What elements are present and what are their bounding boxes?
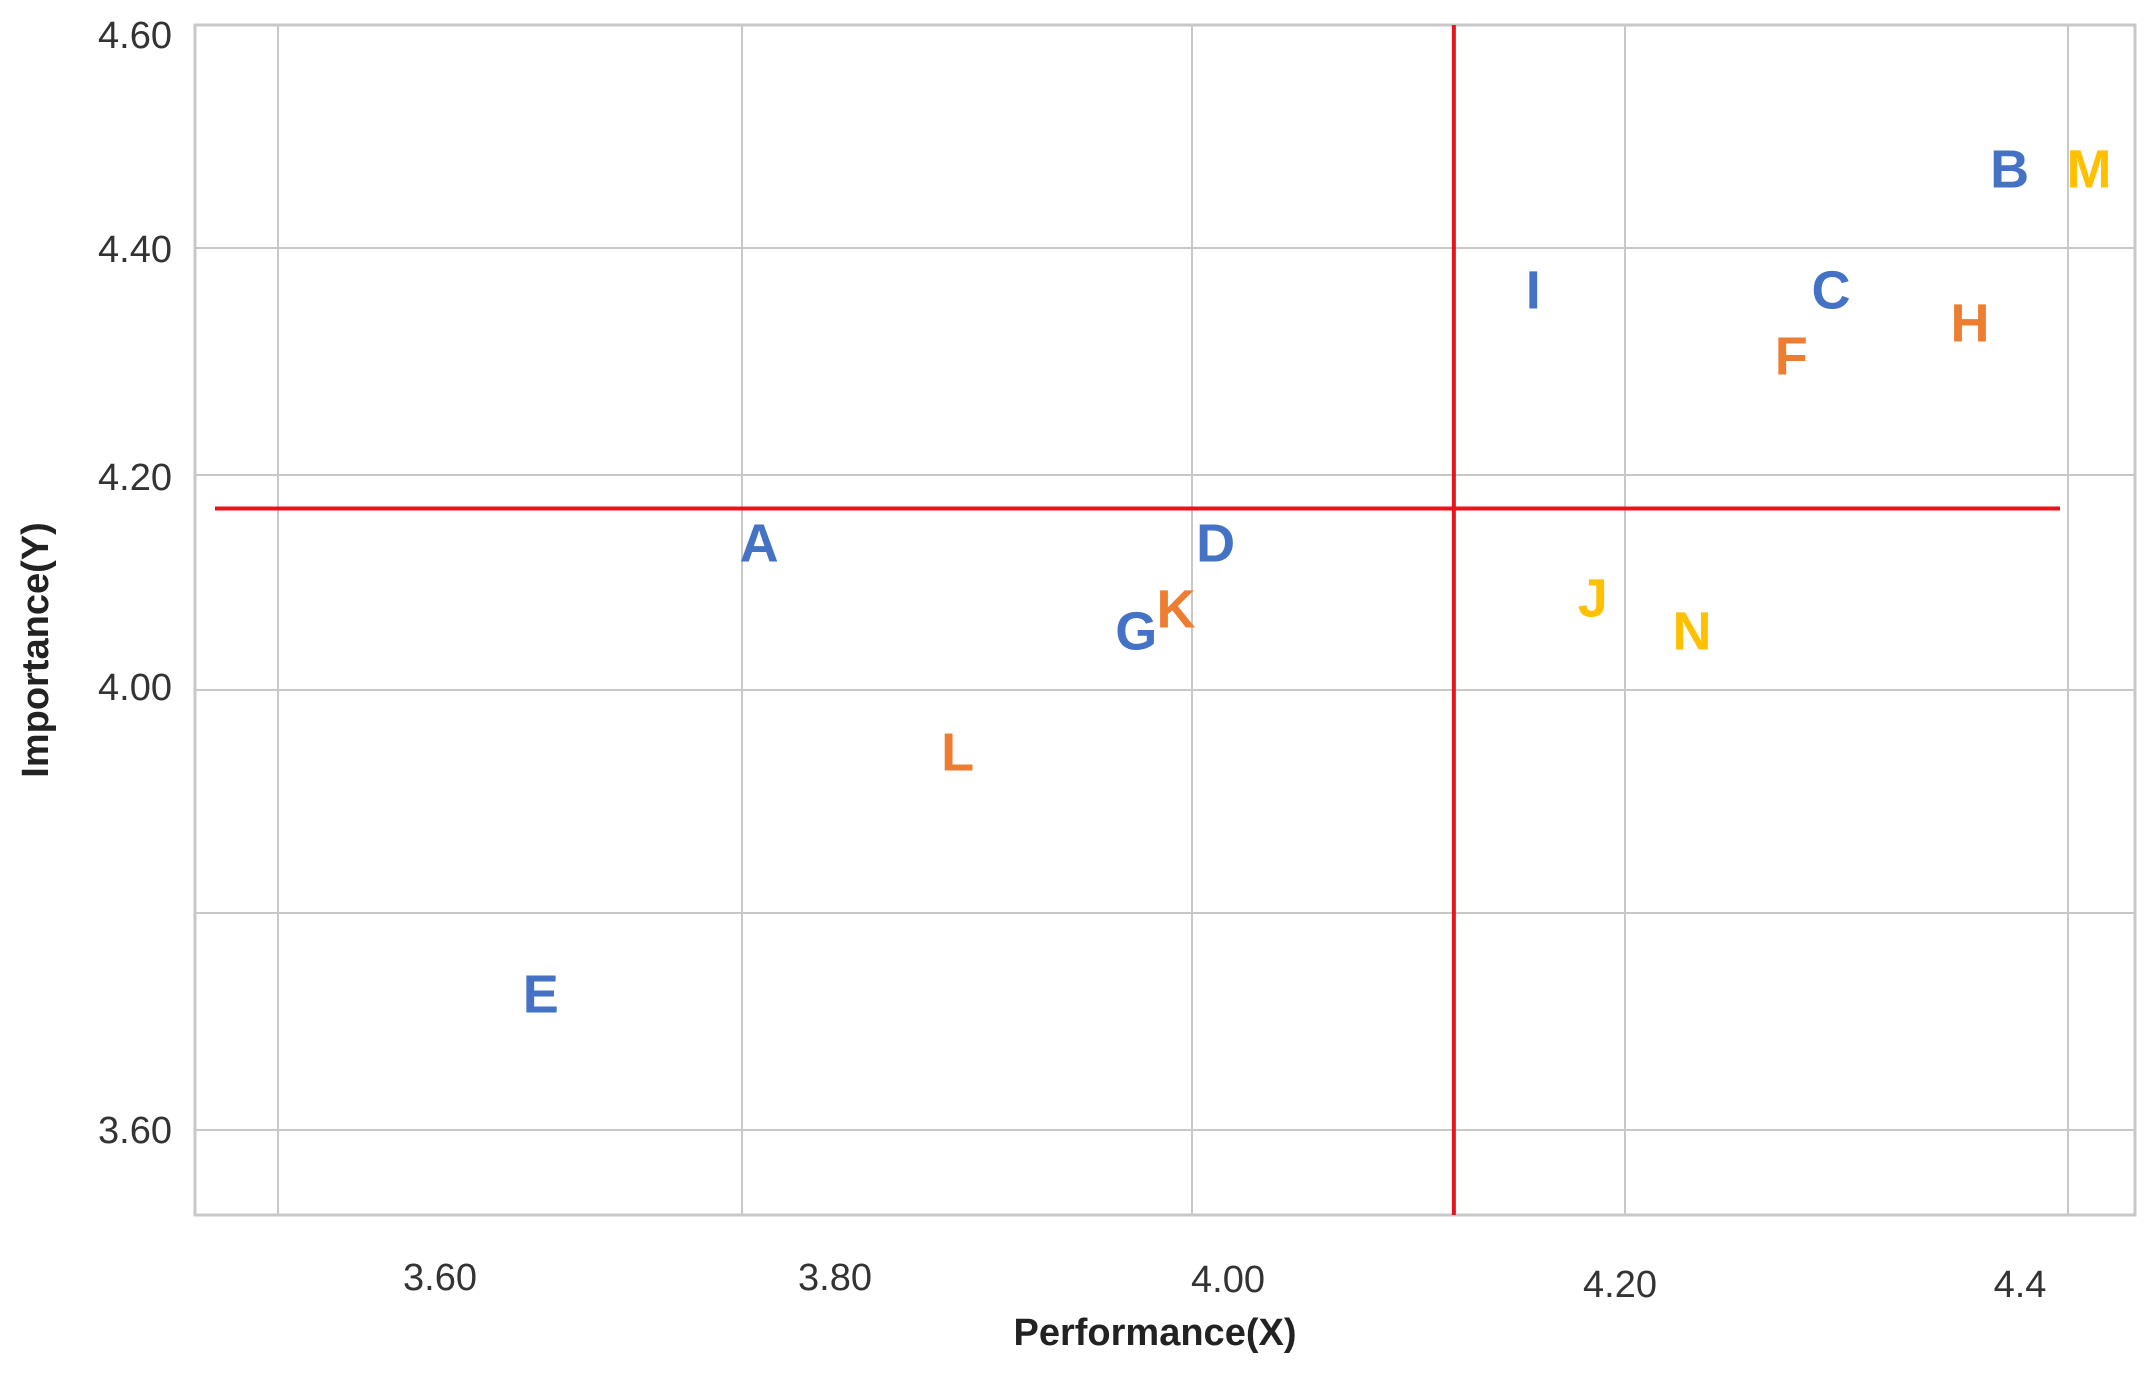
point-a: A: [740, 513, 779, 573]
x-axis-title: Performance(X): [1014, 1312, 1297, 1354]
point-h: H: [1950, 293, 1989, 353]
point-m: M: [2067, 139, 2112, 199]
point-e: E: [523, 964, 559, 1024]
data-points: A B C D E F G H I J K L M N: [523, 139, 2112, 1024]
y-tick-label: 3.60: [98, 1110, 172, 1152]
point-c: C: [1812, 260, 1851, 320]
x-tick-label: 4.20: [1583, 1264, 1657, 1306]
tick-labels: 3.60 3.80 4.00 4.20 4.4 4.60 4.40 4.20 4.00 3.60: [98, 15, 2046, 1306]
x-tick-label: 4.4: [1994, 1264, 2047, 1306]
x-tick-label: 4.00: [1191, 1259, 1265, 1301]
point-l: L: [941, 722, 974, 782]
point-f: F: [1775, 326, 1808, 386]
plot-frame: [193, 23, 2137, 1217]
x-tick-label: 3.80: [798, 1257, 872, 1299]
y-axis-title: Importance(Y): [15, 522, 57, 777]
y-tick-label: 4.00: [98, 667, 172, 709]
point-g: G: [1115, 601, 1157, 661]
reference-lines: [215, 25, 2060, 1215]
y-tick-label: 4.60: [98, 15, 172, 57]
point-k: K: [1156, 579, 1195, 639]
point-j: J: [1578, 568, 1608, 628]
point-b: B: [1990, 139, 2029, 199]
y-tick-label: 4.20: [98, 457, 172, 499]
point-n: N: [1673, 601, 1712, 661]
y-tick-label: 4.40: [98, 229, 172, 271]
point-i: I: [1526, 260, 1541, 320]
x-tick-label: 3.60: [403, 1257, 477, 1299]
grid-layer: [193, 23, 2137, 1217]
point-d: D: [1196, 513, 1235, 573]
